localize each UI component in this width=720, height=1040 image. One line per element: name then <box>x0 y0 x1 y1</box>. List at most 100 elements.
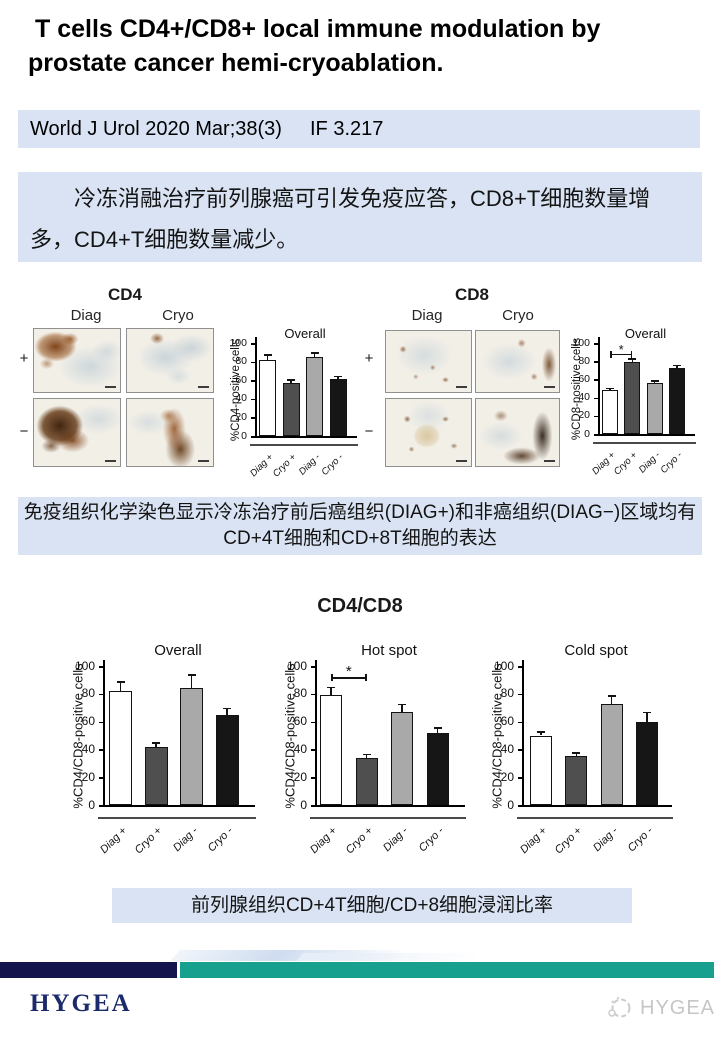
y-tick-label: 100 <box>493 658 514 673</box>
chart-title: Cold spot <box>564 642 628 659</box>
bar-diag- <box>600 703 623 805</box>
y-tick-mark <box>594 397 598 400</box>
chart-y-axis-label: %CD4/CD8-positive cells <box>282 662 298 809</box>
histology-image-cd4-diag-minus <box>33 398 121 467</box>
y-tick-mark <box>594 343 598 345</box>
y-tick-label: 40 <box>500 741 514 756</box>
hygea-logo-icon <box>608 996 631 1018</box>
chart-plot-area <box>522 660 672 807</box>
x-axis-line <box>310 817 466 819</box>
bar-diag+ <box>320 695 342 805</box>
histology-image-cd4-cryo-plus <box>126 328 214 393</box>
bar-diag+ <box>259 359 276 436</box>
watermark-text: HYGEA <box>640 996 716 1019</box>
y-tick-label: 40 <box>578 391 590 404</box>
significance-endcap <box>365 674 367 682</box>
footer-teal-bar <box>180 962 714 978</box>
bar-cryo+ <box>624 362 641 434</box>
significance-line <box>331 677 367 679</box>
cd4-col-label-diag: Diag <box>70 307 102 324</box>
watermark: HYGEA <box>606 994 715 1022</box>
y-tick-label: 0 <box>88 797 95 812</box>
error-bar-cap <box>672 364 681 367</box>
error-bar-cap <box>642 711 651 714</box>
error-bar <box>401 703 403 712</box>
page-title: T cells CD4+/CD8+ local immune modulatio… <box>28 12 700 80</box>
y-tick-mark <box>311 721 315 724</box>
y-tick-label: 40 <box>81 741 95 756</box>
bar-diag+ <box>109 691 132 805</box>
chart-plot-area <box>315 660 465 807</box>
y-tick-label: 0 <box>507 797 514 812</box>
y-tick-label: 100 <box>229 336 247 349</box>
error-bar <box>540 731 542 736</box>
error-bar <box>575 752 578 757</box>
y-tick-label: 60 <box>235 373 247 386</box>
chart-plot-area <box>598 337 695 436</box>
brand-logo-text: HYGEA <box>30 990 132 1017</box>
bar-diag- <box>391 711 413 805</box>
y-tick-mark <box>99 666 103 668</box>
chart-title: Overall <box>624 326 667 341</box>
error-bar <box>266 354 269 360</box>
y-tick-mark <box>594 379 598 381</box>
cd4cd8-overall-chart: Overall %CD4/CD8-positive cells 0 20 40 60 80 1… <box>60 634 265 859</box>
y-tick-mark <box>99 721 103 724</box>
error-bar <box>631 358 634 363</box>
significance-endcap <box>610 350 612 358</box>
error-bar-cap <box>116 681 125 683</box>
significance-star: * <box>618 341 624 357</box>
histology-image-cd8-diag-plus <box>385 330 472 393</box>
y-tick-label: 60 <box>500 714 514 729</box>
error-bar <box>290 379 292 383</box>
chart-y-axis-label: %CD4/CD8-positive cells <box>489 662 505 809</box>
y-tick-mark <box>518 805 522 807</box>
error-bar-cap <box>362 753 371 756</box>
error-bar-cap <box>310 352 319 354</box>
bar-cryo- <box>329 379 347 436</box>
y-tick-mark <box>99 693 103 696</box>
impact-factor: IF 3.217 <box>310 118 384 140</box>
chart-y-axis-label: %CD4-positive cells <box>230 338 242 441</box>
cd4cd8-section-title: CD4/CD8 <box>317 595 403 617</box>
y-tick-mark <box>311 805 315 807</box>
y-tick-label: 40 <box>235 392 247 405</box>
significance-endcap <box>630 350 633 358</box>
cd8-overall-chart: Overall %CD8-positive cells 0 20 40 60 80 100 * D… <box>570 326 715 491</box>
y-tick-mark <box>518 721 522 724</box>
error-bar-cap <box>572 752 581 754</box>
chart-title: Overall <box>284 326 326 341</box>
y-tick-mark <box>594 434 598 436</box>
y-tick-mark <box>518 666 522 668</box>
y-tick-mark <box>251 380 255 382</box>
page-title-line2: prostate cancer hemi-cryoablation. <box>28 49 444 77</box>
bar-diag- <box>306 356 323 436</box>
y-tick-label: 20 <box>293 769 307 784</box>
y-tick-mark <box>99 749 103 751</box>
error-bar <box>313 352 316 357</box>
error-bar-cap <box>287 379 295 381</box>
bar-cryo+ <box>282 382 300 436</box>
y-tick-label: 80 <box>235 355 247 368</box>
cd8-col-label-cryo: Cryo <box>502 307 534 324</box>
y-tick-mark <box>518 777 522 779</box>
bar-cryo- <box>668 368 685 434</box>
error-bar <box>226 707 228 715</box>
y-tick-label: 80 <box>578 354 590 367</box>
error-bar-cap <box>263 354 272 356</box>
error-bar <box>119 681 122 691</box>
ihc-caption-line2: CD+4T细胞和CD+8T细胞的表达 <box>223 528 497 549</box>
ihc-caption: 免疫组织化学染色显示冷冻治疗前后癌组织(DIAG+)和非癌组织(DIAG−)区域… <box>18 497 702 555</box>
y-tick-label: 0 <box>241 429 247 442</box>
bar-cryo+ <box>355 757 378 805</box>
y-tick-mark <box>518 693 522 696</box>
histology-image-cd8-cryo-minus <box>475 398 560 467</box>
bar-diag+ <box>602 390 618 434</box>
error-bar-cap <box>187 674 196 676</box>
y-tick-label: 40 <box>293 741 307 756</box>
cd8-panel-title: CD8 <box>454 285 489 304</box>
error-bar-cap <box>537 731 545 733</box>
y-tick-mark <box>251 343 255 345</box>
cd4-row-label-plus-1: + <box>19 350 29 367</box>
